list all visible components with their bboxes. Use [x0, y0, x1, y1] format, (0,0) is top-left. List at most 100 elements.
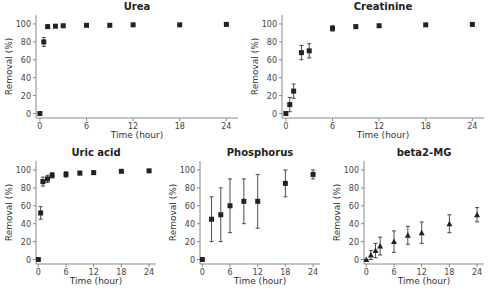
error-cap	[392, 230, 396, 231]
x-tick-label: 0	[37, 122, 42, 131]
error-bar	[406, 226, 410, 244]
y-tick	[33, 169, 36, 170]
error-bar	[210, 197, 214, 242]
marks	[364, 208, 480, 262]
error-bar	[299, 45, 303, 59]
x-tick-label: 0	[283, 122, 288, 131]
data-point	[38, 210, 43, 215]
y-tick-label: 100	[344, 166, 359, 175]
y-tick-label: 80	[185, 184, 195, 193]
data-point	[255, 199, 260, 204]
data-point	[311, 172, 316, 177]
x-tick-label: 6	[84, 122, 89, 131]
data-point	[470, 22, 475, 27]
data-point	[474, 212, 480, 218]
y-axis-line	[364, 161, 365, 264]
error-cap	[219, 187, 223, 188]
error-bar	[42, 37, 46, 46]
y-tick-label: 100	[262, 20, 277, 29]
error-cap	[369, 259, 373, 260]
x-tick	[379, 118, 380, 121]
data-point	[377, 23, 382, 28]
data-point	[405, 232, 411, 238]
x-tick	[230, 264, 231, 267]
panel: Creatinine06121824020406080100Time (hour…	[250, 1, 484, 140]
y-tick	[279, 41, 282, 42]
error-cap	[242, 178, 246, 179]
y-tick-label: 40	[185, 220, 195, 229]
error-bar	[369, 251, 373, 260]
y-axis-label: Removal (%)	[4, 38, 14, 95]
data-point	[107, 23, 112, 28]
data-point	[330, 26, 335, 31]
error-cap	[307, 43, 311, 44]
data-point	[53, 24, 58, 29]
error-bar	[228, 179, 232, 233]
error-cap	[420, 243, 424, 244]
error-cap	[283, 196, 287, 197]
error-bar	[50, 173, 54, 178]
error-bar	[354, 25, 358, 29]
error-bar	[447, 215, 451, 233]
data-point	[287, 102, 292, 107]
x-tick-label: 24	[221, 122, 231, 131]
y-axis-line	[36, 15, 37, 118]
y-tick-label: 40	[21, 220, 31, 229]
chart-canvas: Urea06121824020406080100Time (hour)Remov…	[0, 0, 492, 289]
data-point	[50, 173, 55, 178]
data-point	[61, 23, 66, 28]
x-tick-label: 24	[144, 268, 154, 277]
x-tick	[121, 264, 122, 267]
x-tick	[38, 264, 39, 267]
x-tick-label: 6	[63, 268, 68, 277]
data-point	[224, 22, 229, 27]
error-cap	[242, 223, 246, 224]
error-cap	[228, 178, 232, 179]
y-tick	[361, 187, 364, 188]
x-axis-label: Time (hour)	[356, 130, 410, 140]
error-cap	[46, 182, 50, 183]
error-bar	[64, 172, 68, 177]
y-tick	[197, 241, 200, 242]
error-cap	[210, 196, 214, 197]
data-point	[41, 39, 46, 44]
x-tick	[477, 264, 478, 267]
error-cap	[288, 97, 292, 98]
data-point	[37, 111, 42, 116]
error-cap	[256, 228, 260, 229]
y-tick-label: 60	[185, 202, 195, 211]
y-tick	[279, 77, 282, 78]
y-tick	[279, 59, 282, 60]
error-cap	[219, 241, 223, 242]
y-tick-label: 100	[180, 166, 195, 175]
data-point	[228, 203, 233, 208]
data-point	[377, 243, 383, 249]
x-tick	[66, 264, 67, 267]
x-axis-line	[36, 118, 238, 119]
x-tick	[86, 118, 87, 121]
data-point	[64, 172, 69, 177]
x-tick	[366, 264, 367, 267]
x-axis-line	[200, 264, 320, 265]
error-bar	[242, 179, 246, 224]
y-axis-label: Removal (%)	[4, 184, 14, 241]
error-cap	[210, 241, 214, 242]
error-cap	[39, 219, 43, 220]
error-cap	[39, 206, 43, 207]
data-point	[119, 169, 124, 174]
panel: Phosphorus06121824020406080100Time (hour…	[168, 147, 320, 286]
error-cap	[378, 255, 382, 256]
error-bar	[331, 26, 335, 31]
x-tick	[285, 264, 286, 267]
y-tick	[197, 187, 200, 188]
data-point	[45, 176, 50, 181]
panel: Urea06121824020406080100Time (hour)Remov…	[4, 1, 238, 140]
y-tick	[197, 259, 200, 260]
y-tick	[33, 223, 36, 224]
error-bar	[256, 174, 260, 228]
error-cap	[447, 232, 451, 233]
chart-title: Phosphorus	[227, 147, 293, 158]
data-point	[131, 22, 136, 27]
error-cap	[299, 45, 303, 46]
error-bar	[92, 171, 96, 175]
